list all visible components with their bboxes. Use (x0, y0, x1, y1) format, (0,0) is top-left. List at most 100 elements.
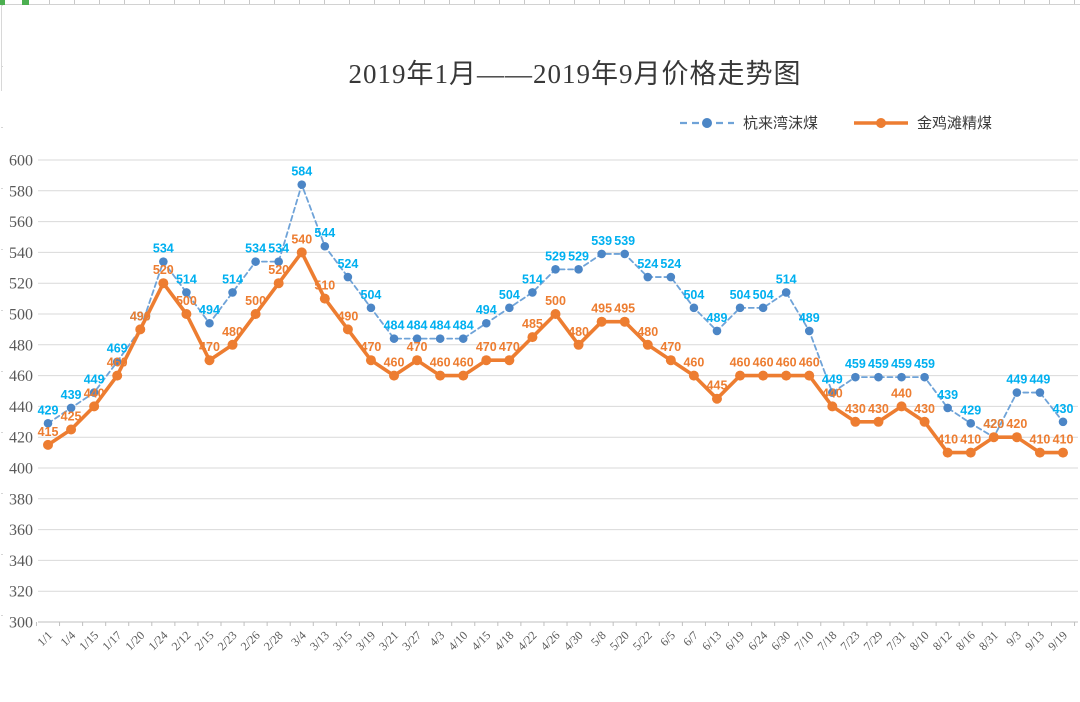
x-axis-tick-label: 6/24 (745, 628, 770, 653)
data-label: 410 (1053, 433, 1074, 447)
x-axis-tick-label: 1/15 (76, 628, 101, 653)
dashed-line-marker-icon (679, 117, 734, 128)
data-point-marker (781, 288, 791, 297)
data-point-marker (435, 370, 446, 381)
data-point-marker (965, 447, 976, 458)
data-point-marker (873, 416, 884, 427)
data-point-marker (1012, 388, 1022, 397)
data-label: 460 (430, 356, 451, 370)
data-point-marker (666, 272, 676, 282)
data-point-marker (943, 403, 952, 413)
x-axis-tick-label: 2/26 (238, 628, 263, 653)
data-point-marker (942, 447, 953, 458)
x-axis-tick-label: 1/1 (34, 628, 55, 649)
data-point-marker (1058, 417, 1068, 427)
data-point-marker (574, 265, 583, 274)
legend-item-jinjitan[interactable]: 金鸡滩精煤 (852, 112, 992, 133)
data-label: 514 (776, 272, 797, 286)
sheet-left-edge-line (1, 5, 2, 91)
data-point-marker (897, 372, 906, 382)
x-axis-tick-label: 6/7 (680, 628, 701, 649)
data-point-marker (158, 278, 169, 289)
data-point-marker (781, 370, 792, 381)
data-point-marker (89, 388, 99, 397)
data-point-marker (66, 403, 76, 413)
data-label: 469 (107, 342, 128, 356)
data-point-marker (711, 393, 722, 404)
data-label: 470 (660, 340, 681, 354)
data-label: 504 (730, 288, 751, 302)
data-point-marker (43, 419, 53, 428)
data-label: 524 (337, 257, 358, 271)
data-label: 500 (245, 294, 266, 308)
x-axis-tick-label: 3/21 (376, 628, 401, 653)
data-point-marker (366, 303, 376, 313)
data-point-marker (89, 401, 100, 412)
y-axis-tick-label: 520 (9, 276, 33, 293)
data-label: 470 (476, 340, 497, 354)
data-label: 470 (407, 340, 428, 354)
data-point-marker (966, 419, 976, 428)
data-point-marker (273, 278, 284, 289)
data-label: 460 (753, 356, 774, 370)
x-axis-tick-label: 9/13 (1022, 628, 1047, 653)
sheet-selection-handle (0, 0, 5, 5)
x-axis-tick-label: 8/12 (930, 628, 955, 653)
data-point-marker (204, 355, 215, 366)
data-label: 429 (38, 403, 59, 417)
data-label: 449 (822, 373, 843, 387)
data-label: 539 (614, 234, 635, 248)
legend-label: 杭来湾沫煤 (742, 115, 818, 132)
y-axis-tick-label: 440 (9, 399, 33, 416)
data-label: 440 (84, 386, 105, 400)
data-label: 410 (937, 433, 958, 447)
data-label: 520 (153, 263, 174, 277)
data-point-marker (320, 241, 330, 251)
data-point-marker (66, 424, 77, 435)
data-label: 485 (522, 317, 543, 331)
x-axis-tick-label: 4/3 (427, 628, 448, 649)
data-point-marker (319, 293, 330, 304)
data-point-marker (435, 334, 445, 343)
data-point-marker (988, 432, 999, 443)
data-point-marker (296, 247, 307, 258)
x-axis-tick-label: 3/15 (330, 628, 355, 653)
data-label: 504 (499, 288, 520, 302)
x-axis-tick-label: 8/31 (976, 628, 1001, 653)
legend-item-hanglaiwan[interactable]: 杭来湾沫煤 (678, 112, 818, 133)
data-point-marker (365, 355, 376, 366)
data-point-marker (619, 316, 630, 327)
y-axis-tick-label: 400 (9, 461, 33, 478)
data-point-marker (573, 339, 584, 350)
data-point-marker (112, 357, 122, 367)
data-label: 420 (983, 417, 1004, 431)
y-axis-tick-label: 380 (9, 491, 33, 508)
data-point-marker (481, 355, 492, 366)
data-label: 524 (637, 257, 658, 271)
x-axis-tick-label: 7/23 (838, 628, 863, 653)
data-label: 415 (38, 425, 59, 439)
chart-legend: 杭来湾沫煤 金鸡滩精煤 (678, 112, 992, 133)
data-point-marker (250, 309, 261, 319)
sheet-top-edge (0, 0, 1080, 5)
data-label: 430 (845, 402, 866, 416)
data-point-marker (181, 309, 192, 319)
data-label: 484 (384, 319, 405, 333)
x-axis-tick-label: 1/20 (122, 628, 147, 653)
x-axis-tick-label: 9/3 (1003, 628, 1024, 649)
x-axis-tick-label: 6/13 (699, 628, 724, 653)
data-label: 524 (660, 257, 681, 271)
data-label: 514 (222, 272, 243, 286)
data-label: 504 (753, 288, 774, 302)
data-label: 510 (314, 279, 335, 293)
data-label: 495 (591, 302, 612, 316)
data-label: 529 (568, 249, 589, 263)
data-point-marker (227, 339, 238, 350)
data-label: 460 (683, 356, 704, 370)
x-axis-tick-label: 1/17 (99, 628, 124, 653)
x-axis-tick-label: 3/27 (399, 628, 424, 653)
data-label: 484 (453, 319, 474, 333)
data-point-marker (688, 370, 699, 381)
data-label: 480 (637, 325, 658, 339)
